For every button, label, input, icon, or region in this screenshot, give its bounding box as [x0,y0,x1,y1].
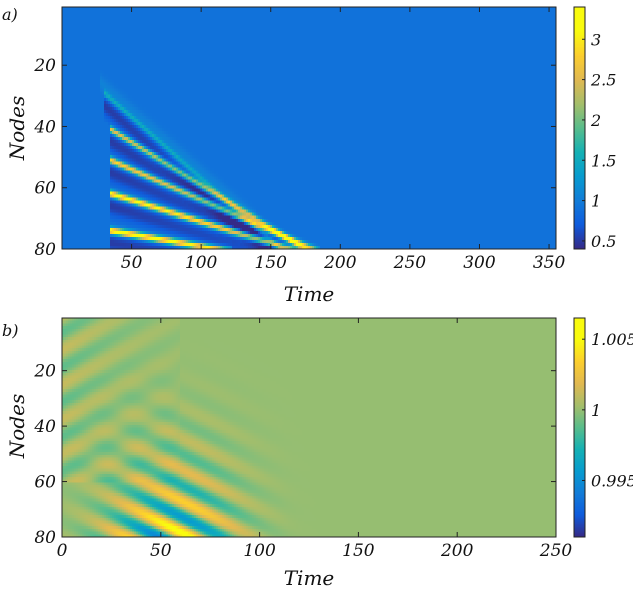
x-tick-label: 100 [243,541,276,561]
y-axis-label-a: Nodes [5,96,29,161]
colorbar-frame-b [573,317,586,538]
colorbar-tick-label: 2.5 [590,71,616,90]
x-tick-label: 250 [393,253,427,273]
y-tick-label: 80 [34,528,56,548]
colorbar-tick-label: 1 [591,192,601,211]
x-tick-label: 200 [440,541,474,561]
x-tick-label: 0 [57,541,68,561]
colorbar-ticks-a: 0.5 1 1.5 2 2.5 3 [582,30,616,251]
colorbar-ticks-b: 0.995 1 1.005 [582,330,633,490]
x-tick-label: 250 [539,541,573,561]
colorbar-b [574,318,585,537]
y-tick-label: 40 [33,117,56,137]
x-tick-label: 200 [323,253,357,273]
y-tick-label: 60 [34,179,56,199]
x-tick-label: 300 [463,253,496,273]
colorbar-tick-label: 1.005 [591,330,633,349]
x-tick-label: 150 [342,541,375,561]
y-tick-label: 20 [33,56,56,76]
colorbar-frame-a [573,6,586,250]
x-tick-label: 100 [185,253,218,273]
panel-a-label: a) [2,5,18,24]
x-tick-label: 350 [533,253,566,273]
x-tick-label: 150 [255,253,288,273]
colorbar-tick-label: 1.5 [591,151,616,170]
panel-b-label: b) [2,321,18,340]
y-axis-label-b: Nodes [5,394,29,459]
colorbar-tick-label: 0.5 [591,232,616,251]
x-axis-label-b: Time [284,566,335,590]
x-tick-label: 50 [150,541,172,561]
y-tick-label: 80 [34,240,56,260]
y-ticks-b: 20 40 60 80 [33,362,556,548]
x-ticks-a: 50 100 150 200 250 300 350 [121,7,566,273]
colorbar-a [574,7,585,249]
panel-b: b) 0 50 100 150 200 250 20 40 60 80 Time Nodes 0… [2,317,633,590]
y-tick-label: 20 [33,362,56,382]
colorbar-tick-label: 3 [591,30,601,49]
panel-a: a) 50 100 150 200 250 300 350 20 40 60 80 Time No… [2,5,616,306]
x-tick-label: 50 [121,253,143,273]
y-tick-label: 40 [33,417,56,437]
x-axis-label-a: Time [284,282,335,306]
y-ticks-a: 20 40 60 80 [33,56,556,260]
colorbar-tick-label: 1 [591,401,601,420]
y-tick-label: 60 [34,473,56,493]
colorbar-tick-label: 0.995 [591,471,633,490]
plot-frame-a [61,6,557,250]
heatmap-a [62,7,556,249]
plot-frame-b [61,317,557,538]
colorbar-tick-label: 2 [590,111,601,130]
heatmap-b [62,318,556,537]
x-ticks-b: 0 50 100 150 200 250 [57,318,573,561]
